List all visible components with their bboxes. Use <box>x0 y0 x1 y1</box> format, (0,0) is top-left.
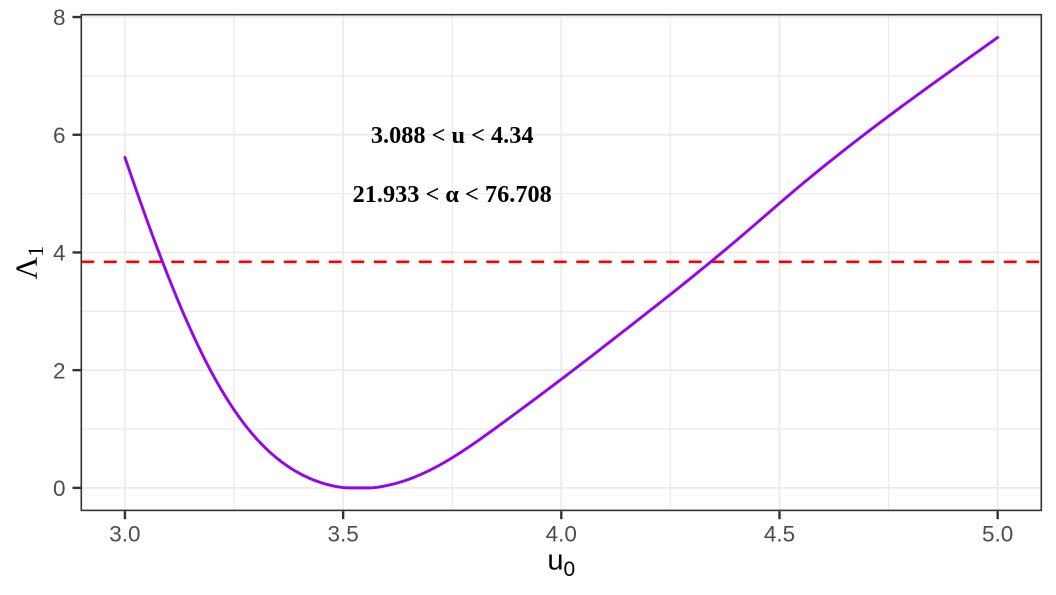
x-tick-label: 3.5 <box>327 522 358 547</box>
x-axis-title: u0 <box>547 545 575 582</box>
x-tick-label: 3.0 <box>109 522 140 547</box>
y-tick-label: 4 <box>53 241 66 266</box>
profile-likelihood-curve <box>123 35 1000 490</box>
x-tick-label: 4.5 <box>764 522 795 547</box>
panel-border <box>80 13 1043 512</box>
x-tick-label: 4.0 <box>546 522 577 547</box>
x-tick-label: 5.0 <box>982 522 1013 547</box>
annotation-2: 21.933 < α < 76.708 <box>353 181 552 208</box>
y-tick-label: 2 <box>53 358 66 383</box>
y-tick-label: 8 <box>53 5 66 30</box>
y-tick-label: 6 <box>53 123 66 148</box>
annotation-1: 3.088 < u < 4.34 <box>371 122 534 149</box>
y-axis-title: Λ1 <box>9 246 49 280</box>
y-tick-label: 0 <box>53 476 66 501</box>
